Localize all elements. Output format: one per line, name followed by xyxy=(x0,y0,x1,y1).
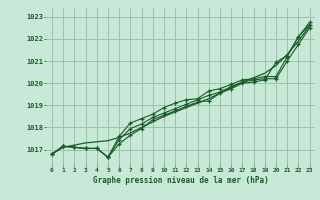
X-axis label: Graphe pression niveau de la mer (hPa): Graphe pression niveau de la mer (hPa) xyxy=(93,176,269,185)
